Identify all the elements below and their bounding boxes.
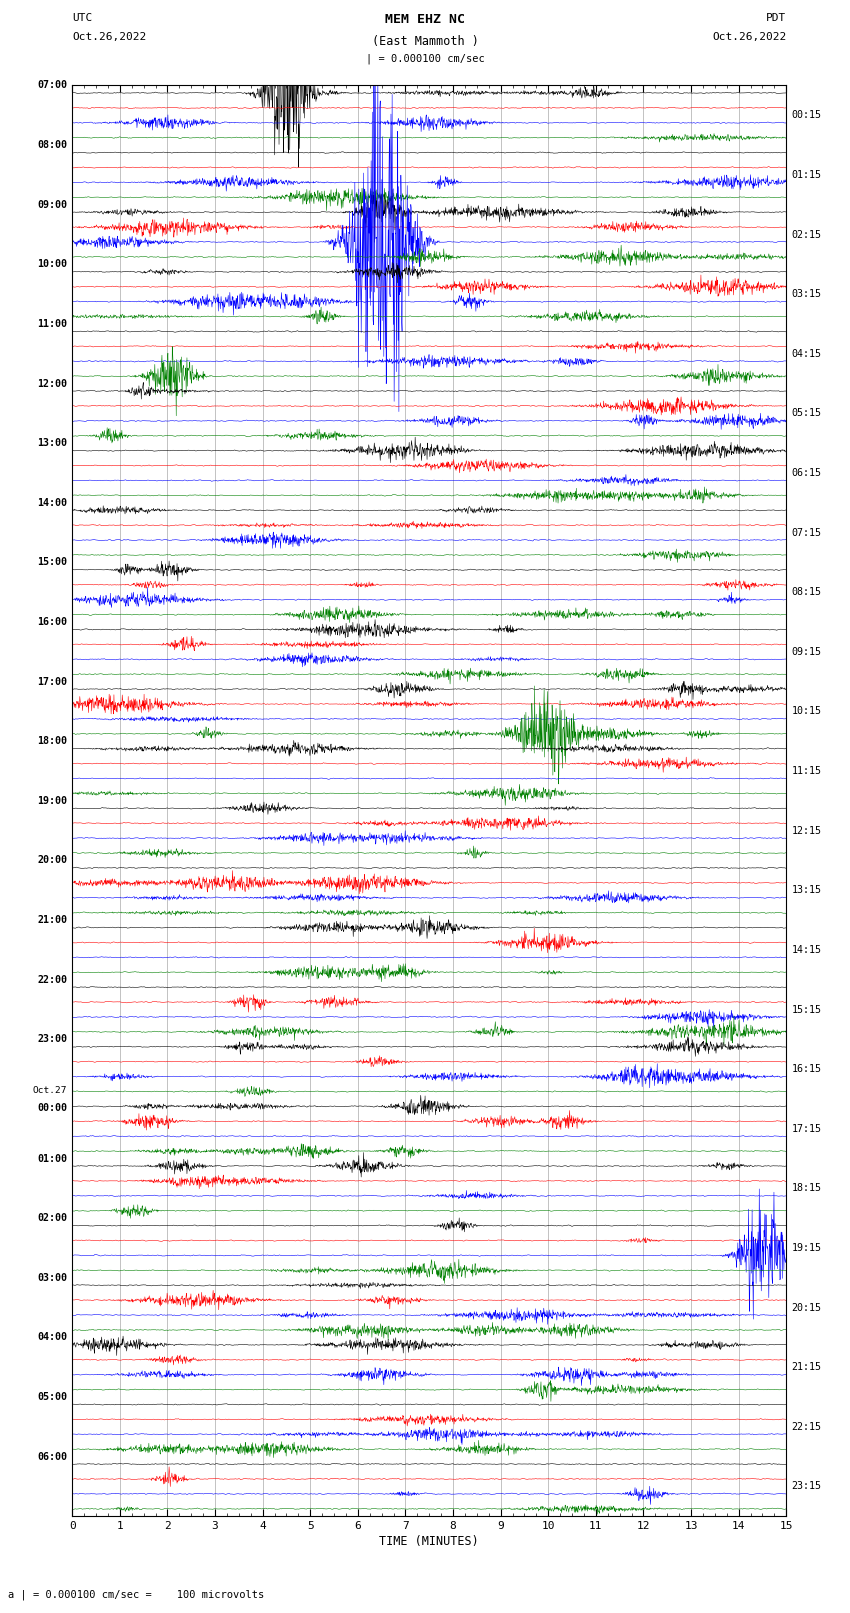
Text: 09:00: 09:00 <box>37 200 67 210</box>
Text: UTC: UTC <box>72 13 93 23</box>
Text: 08:15: 08:15 <box>791 587 821 597</box>
Text: 01:15: 01:15 <box>791 169 821 181</box>
Text: 06:15: 06:15 <box>791 468 821 477</box>
Text: 06:00: 06:00 <box>37 1452 67 1461</box>
Text: Oct.26,2022: Oct.26,2022 <box>72 32 146 42</box>
Text: 07:15: 07:15 <box>791 527 821 537</box>
Text: Oct.27: Oct.27 <box>32 1086 67 1095</box>
Text: 09:15: 09:15 <box>791 647 821 656</box>
Text: 04:15: 04:15 <box>791 348 821 358</box>
Text: 12:15: 12:15 <box>791 826 821 836</box>
Text: 08:00: 08:00 <box>37 140 67 150</box>
Text: 15:00: 15:00 <box>37 558 67 568</box>
Text: 02:15: 02:15 <box>791 229 821 239</box>
Text: Oct.26,2022: Oct.26,2022 <box>712 32 786 42</box>
Text: 07:00: 07:00 <box>37 81 67 90</box>
Text: 11:00: 11:00 <box>37 319 67 329</box>
Text: 10:00: 10:00 <box>37 260 67 269</box>
Text: 04:00: 04:00 <box>37 1332 67 1342</box>
Text: 02:00: 02:00 <box>37 1213 67 1223</box>
Text: 05:15: 05:15 <box>791 408 821 418</box>
Text: 03:15: 03:15 <box>791 289 821 298</box>
Text: 00:15: 00:15 <box>791 110 821 121</box>
Text: 17:00: 17:00 <box>37 676 67 687</box>
Text: 12:00: 12:00 <box>37 379 67 389</box>
Text: a | = 0.000100 cm/sec =    100 microvolts: a | = 0.000100 cm/sec = 100 microvolts <box>8 1589 264 1600</box>
Text: (East Mammoth ): (East Mammoth ) <box>371 35 479 48</box>
Text: 14:00: 14:00 <box>37 498 67 508</box>
Text: | = 0.000100 cm/sec: | = 0.000100 cm/sec <box>366 53 484 65</box>
Text: PDT: PDT <box>766 13 786 23</box>
Text: 19:00: 19:00 <box>37 795 67 806</box>
Text: 11:15: 11:15 <box>791 766 821 776</box>
Text: 17:15: 17:15 <box>791 1124 821 1134</box>
Text: 10:15: 10:15 <box>791 706 821 716</box>
Text: 13:15: 13:15 <box>791 886 821 895</box>
Text: MEM EHZ NC: MEM EHZ NC <box>385 13 465 26</box>
Text: 15:15: 15:15 <box>791 1005 821 1015</box>
Text: 22:15: 22:15 <box>791 1421 821 1432</box>
Text: 18:00: 18:00 <box>37 736 67 747</box>
Text: 13:00: 13:00 <box>37 439 67 448</box>
Text: 14:15: 14:15 <box>791 945 821 955</box>
Text: 20:00: 20:00 <box>37 855 67 866</box>
Text: 16:00: 16:00 <box>37 618 67 627</box>
Text: 23:15: 23:15 <box>791 1481 821 1492</box>
Text: 19:15: 19:15 <box>791 1244 821 1253</box>
Text: 03:00: 03:00 <box>37 1273 67 1282</box>
Text: 18:15: 18:15 <box>791 1184 821 1194</box>
Text: 20:15: 20:15 <box>791 1303 821 1313</box>
X-axis label: TIME (MINUTES): TIME (MINUTES) <box>379 1536 479 1548</box>
Text: 16:15: 16:15 <box>791 1065 821 1074</box>
Text: 22:00: 22:00 <box>37 974 67 984</box>
Text: 05:00: 05:00 <box>37 1392 67 1402</box>
Text: 01:00: 01:00 <box>37 1153 67 1163</box>
Text: 23:00: 23:00 <box>37 1034 67 1044</box>
Text: 21:00: 21:00 <box>37 915 67 926</box>
Text: 21:15: 21:15 <box>791 1363 821 1373</box>
Text: 00:00: 00:00 <box>37 1103 67 1113</box>
